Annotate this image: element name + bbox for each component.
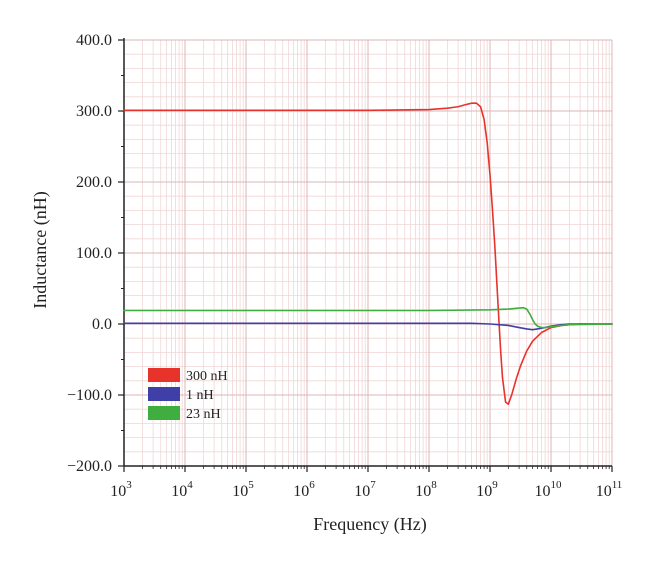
legend-label: 1 nH xyxy=(186,388,214,403)
series-line-300-nh xyxy=(123,102,613,406)
legend-swatch xyxy=(148,406,180,420)
legend-swatch xyxy=(148,368,180,382)
axes xyxy=(118,38,613,472)
x-tick-label: 103 xyxy=(110,479,132,500)
y-tick-label: 0.0 xyxy=(92,316,112,333)
x-tick-label: 104 xyxy=(171,479,193,500)
x-axis-label: Frequency (Hz) xyxy=(313,514,426,535)
y-axis-label: Inductance (nH) xyxy=(30,191,51,308)
series-line-23-nh xyxy=(123,306,613,329)
legend: 300 nH 1 nH 23 nH xyxy=(148,368,228,422)
y-tick-label: 300.0 xyxy=(76,103,112,120)
series-lines xyxy=(123,102,613,406)
x-tick-label: 108 xyxy=(415,479,437,500)
legend-swatch xyxy=(148,387,180,401)
y-tick-label: 200.0 xyxy=(76,174,112,191)
tick-labels: 400.0 300.0 200.0 100.0 0.0 −100.0 −200.0 103 10… xyxy=(67,32,622,500)
legend-label: 23 nH xyxy=(186,407,221,422)
x-tick-label: 105 xyxy=(232,479,254,500)
x-tick-label: 1011 xyxy=(596,479,623,500)
x-tick-label: 107 xyxy=(354,479,376,500)
y-tick-label: −100.0 xyxy=(67,387,112,404)
y-tick-label: 100.0 xyxy=(76,245,112,262)
legend-label: 300 nH xyxy=(186,369,228,384)
x-tick-label: 109 xyxy=(476,479,498,500)
y-tick-label: −200.0 xyxy=(67,458,112,475)
x-tick-label: 106 xyxy=(293,479,315,500)
y-tick-label: 400.0 xyxy=(76,32,112,49)
x-tick-label: 1010 xyxy=(535,479,563,500)
